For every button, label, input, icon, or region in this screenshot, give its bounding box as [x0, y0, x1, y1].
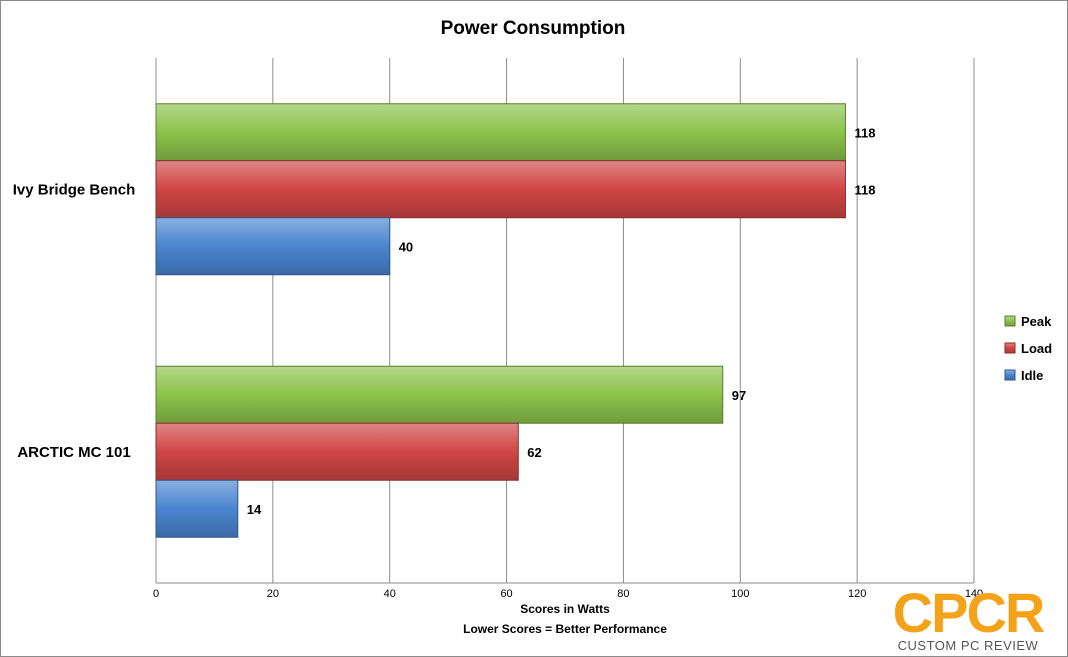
chart-title: Power Consumption	[441, 18, 626, 39]
x-tick-label: 20	[267, 588, 279, 600]
data-label: 14	[247, 502, 262, 517]
data-label: 118	[854, 125, 875, 140]
legend-label: Load	[1021, 341, 1052, 356]
category-label: ARCTIC MC 101	[17, 444, 130, 461]
category-label: Ivy Bridge Bench	[13, 181, 136, 198]
legend-swatch-peak	[1004, 315, 1016, 327]
bar-idle	[155, 479, 239, 538]
bar-load	[155, 422, 519, 481]
legend: Peak Load Idle	[1004, 314, 1052, 383]
logo-text: CPCR	[893, 581, 1045, 644]
bars-layer	[155, 103, 846, 538]
bar-peak	[155, 365, 724, 424]
data-label: 97	[732, 388, 746, 403]
x-tick-label: 120	[848, 588, 866, 600]
legend-label: Peak	[1021, 314, 1052, 329]
x-axis-title: Scores in Watts	[520, 602, 610, 616]
cpcr-logo: CPCR CUSTOM PC REVIEW	[893, 581, 1047, 653]
data-label: 62	[527, 445, 541, 460]
labels-layer: Ivy Bridge Bench 118 118 40 ARCTIC MC 101 97 6…	[13, 125, 876, 517]
logo-subtext: CUSTOM PC REVIEW	[898, 638, 1039, 653]
x-tick-label: 60	[500, 588, 512, 600]
x-tick-label: 40	[384, 588, 396, 600]
data-label: 118	[854, 182, 875, 197]
bar-peak	[155, 103, 846, 162]
grid-layer: 0 20 40 60 80 100 120 140	[153, 58, 983, 600]
data-label: 40	[399, 239, 413, 254]
x-tick-label: 140	[965, 588, 983, 600]
bar-idle	[155, 217, 391, 276]
x-tick-label: 0	[153, 588, 159, 600]
x-tick-label: 100	[731, 588, 749, 600]
legend-label: Idle	[1021, 368, 1043, 383]
x-axis-note: Lower Scores = Better Performance	[463, 622, 667, 636]
x-tick-label: 80	[617, 588, 629, 600]
legend-swatch-load	[1004, 342, 1016, 354]
bar-load	[155, 160, 846, 219]
legend-swatch-idle	[1004, 369, 1016, 381]
